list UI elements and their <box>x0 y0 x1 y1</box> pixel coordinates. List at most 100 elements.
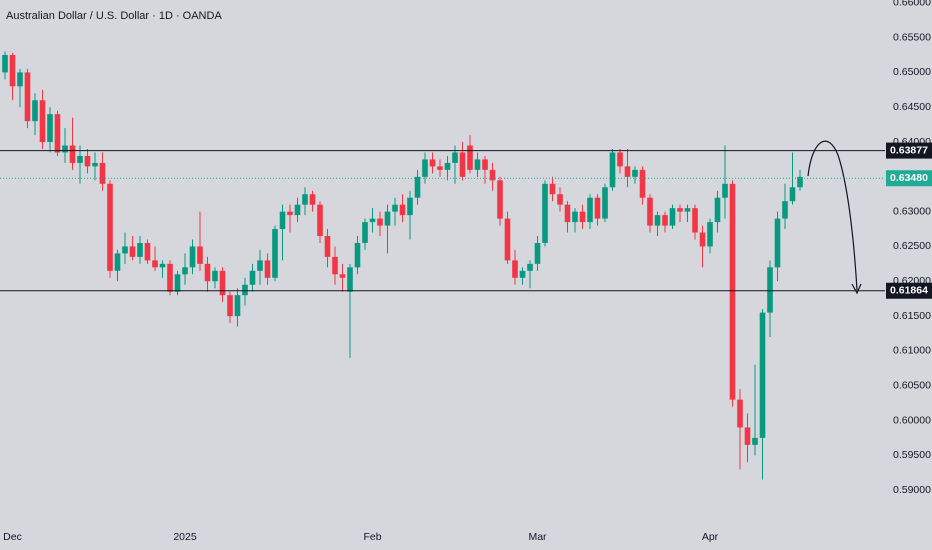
candle-body <box>444 162 451 170</box>
candle-body <box>474 159 481 170</box>
candle-body <box>714 197 721 223</box>
x-tick-label: Apr <box>702 531 719 543</box>
y-tick-label: 0.61500 <box>893 310 931 322</box>
y-tick-label: 0.60000 <box>893 414 931 426</box>
candle-body <box>722 183 728 198</box>
candle-body <box>489 169 496 181</box>
candle-body <box>167 263 173 292</box>
candle-body <box>707 222 713 247</box>
candle-body <box>729 183 736 400</box>
candle-body <box>624 166 631 177</box>
candle-body <box>407 197 413 216</box>
arrow-head <box>851 283 862 295</box>
candle-body <box>159 263 166 268</box>
candle-body <box>54 114 61 153</box>
candle-body <box>272 229 278 278</box>
candle-body <box>309 194 316 205</box>
candle-body <box>737 399 743 428</box>
candle-body <box>482 159 488 170</box>
candle-body <box>257 260 263 271</box>
y-tick-label: 0.61000 <box>893 345 931 357</box>
y-tick-label: 0.65500 <box>893 31 931 43</box>
level-label: 0.63877 <box>890 144 928 156</box>
candle-body <box>594 197 601 219</box>
candle-body <box>362 222 368 243</box>
level-label: 0.61864 <box>890 285 928 297</box>
candle-body <box>564 204 571 223</box>
candle-body <box>527 263 533 271</box>
x-tick-label: Feb <box>363 531 381 543</box>
y-tick-label: 0.64500 <box>893 101 931 113</box>
candle-body <box>639 169 646 198</box>
candle-body <box>234 295 241 317</box>
candle-body <box>744 427 751 445</box>
candle-body <box>197 246 203 264</box>
candle-body <box>107 183 113 271</box>
candle-body <box>797 176 803 188</box>
candle-body <box>677 208 683 212</box>
candle-body <box>497 180 503 219</box>
candle-body <box>227 295 233 317</box>
candle-body <box>332 256 338 275</box>
candle-body <box>62 145 68 153</box>
candle-body <box>249 270 256 285</box>
candle-body <box>24 72 31 122</box>
candle-body <box>534 242 541 264</box>
candle-body <box>339 274 346 278</box>
candle-body <box>422 159 428 177</box>
candle-body <box>354 242 361 268</box>
candle-body <box>2 55 8 73</box>
candle-body <box>39 100 46 143</box>
candle-body <box>414 176 421 198</box>
candle-body <box>129 246 136 257</box>
candle-body <box>579 211 586 223</box>
y-tick-label: 0.59000 <box>893 484 931 496</box>
candle-body <box>632 169 638 177</box>
candle-body <box>9 55 16 87</box>
chart-title: Australian Dollar / U.S. Dollar · 1D · O… <box>6 10 222 22</box>
level-label-box <box>886 142 932 159</box>
candle-body <box>279 211 286 230</box>
candle-body <box>287 211 293 216</box>
candle-body <box>242 284 248 296</box>
candle-body <box>69 145 76 163</box>
candle-body <box>264 260 271 278</box>
candle-body <box>174 274 181 292</box>
candle-body <box>699 232 706 247</box>
candle-body <box>557 194 563 205</box>
candle-body <box>654 215 661 226</box>
x-tick-label: Mar <box>528 531 547 543</box>
candle-body <box>429 159 436 167</box>
candle-body <box>782 201 788 219</box>
projection-arrow <box>807 140 858 291</box>
candle-body <box>152 260 158 268</box>
last-price-box <box>886 170 932 187</box>
candle-body <box>602 187 608 219</box>
candle-body <box>384 211 391 226</box>
candle-body <box>609 152 616 188</box>
candle-body <box>467 145 473 170</box>
candle-body <box>767 267 773 313</box>
candle-body <box>189 246 196 268</box>
candle-body <box>459 152 466 177</box>
candle-body <box>204 263 211 282</box>
candle-body <box>122 246 128 254</box>
candle-body <box>519 270 526 278</box>
last-price-label: 0.63480 <box>890 172 928 184</box>
candle-body <box>347 267 353 292</box>
candle-body <box>294 204 301 216</box>
candle-body <box>759 312 766 438</box>
candle-body <box>377 218 383 226</box>
candle-body <box>114 253 121 271</box>
candle-body <box>669 208 676 226</box>
candle-body <box>369 218 376 223</box>
candle-body <box>572 211 578 223</box>
candle-body <box>452 152 458 163</box>
candle-body <box>99 162 106 184</box>
x-tick-label: 2025 <box>173 531 197 543</box>
candle-body <box>144 242 151 261</box>
x-tick-label: Dec <box>3 531 22 543</box>
candle-body <box>789 187 796 202</box>
